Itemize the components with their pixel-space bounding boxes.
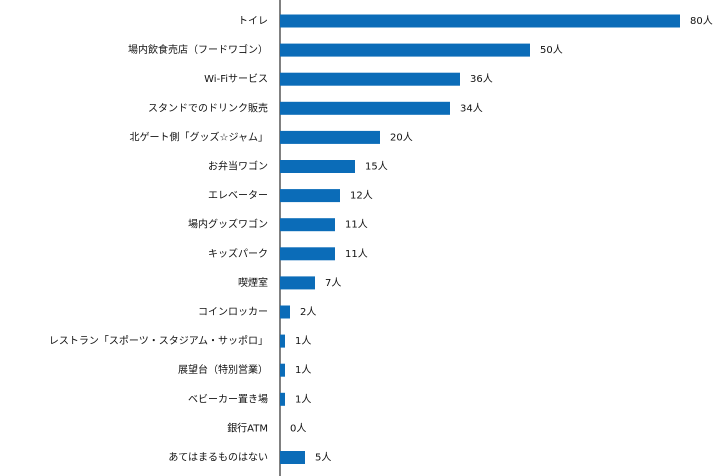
value-labels: 80人 50人 36人 34人 20人 15人 12人 11人 11人 7人 2人 1人 1人 1人 0人 5… <box>290 15 713 464</box>
bar <box>280 451 305 464</box>
bar <box>280 247 335 261</box>
bar <box>280 43 530 57</box>
value-label: 11人 <box>345 219 368 231</box>
value-label: 11人 <box>345 248 368 260</box>
category-label: レストラン「スポーツ・スタジアム・サッポロ」 <box>49 335 268 347</box>
bar <box>280 160 355 173</box>
category-label: お弁当ワゴン <box>208 160 268 173</box>
value-label: 80人 <box>690 15 713 27</box>
category-label: 銀行ATM <box>227 421 268 434</box>
category-label: 場内飲食売店（フードワゴン） <box>128 43 268 56</box>
category-label: スタンドでのドリンク販売 <box>148 101 268 114</box>
value-label: 0人 <box>290 422 306 434</box>
bar <box>280 334 285 348</box>
bar <box>280 189 340 203</box>
bar <box>280 218 335 232</box>
value-label: 15人 <box>365 161 388 173</box>
category-label: 北ゲート側「グッズ☆ジャム」 <box>130 130 268 143</box>
value-label: 34人 <box>460 102 483 114</box>
bar <box>280 101 450 115</box>
value-label: 7人 <box>325 277 341 289</box>
bar <box>280 14 680 28</box>
category-label: あてはまるものはない <box>168 452 268 464</box>
value-label: 12人 <box>350 190 373 202</box>
bar <box>280 363 285 377</box>
category-label: 場内グッズワゴン <box>188 218 268 231</box>
value-label: 1人 <box>295 335 311 347</box>
value-label: 2人 <box>300 306 316 318</box>
value-label: 36人 <box>470 73 493 85</box>
category-label: 展望台（特別営業） <box>178 363 268 376</box>
bar <box>280 392 285 406</box>
category-label: トイレ <box>238 16 268 27</box>
bars <box>280 14 680 464</box>
category-label: Wi-Fiサービス <box>204 73 268 85</box>
category-label: コインロッカー <box>198 306 268 318</box>
bar <box>280 72 460 86</box>
bar <box>280 276 315 290</box>
bar <box>280 130 380 144</box>
category-label: キッズパーク <box>208 247 268 260</box>
category-label: エレベーター <box>208 190 268 202</box>
value-label: 50人 <box>540 44 563 56</box>
value-label: 1人 <box>295 364 311 376</box>
value-label: 20人 <box>390 131 413 143</box>
bar <box>280 305 290 319</box>
value-label: 5人 <box>315 452 331 464</box>
category-label: ベビーカー置き場 <box>188 392 268 405</box>
value-label: 1人 <box>295 393 311 405</box>
category-label: 喫煙室 <box>238 276 268 289</box>
